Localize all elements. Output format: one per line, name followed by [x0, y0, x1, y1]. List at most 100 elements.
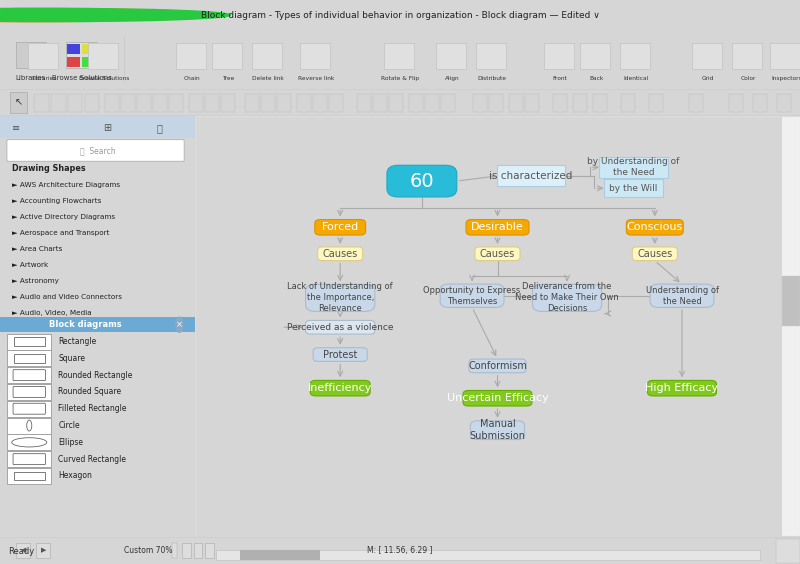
FancyBboxPatch shape	[753, 94, 767, 112]
Text: Deliverance from the
Need to Make Their Own
Decisions: Deliverance from the Need to Make Their …	[515, 282, 619, 314]
FancyBboxPatch shape	[593, 94, 607, 112]
Text: Delete link: Delete link	[252, 76, 284, 81]
FancyBboxPatch shape	[7, 417, 51, 434]
Text: Curved Rectangle: Curved Rectangle	[58, 455, 126, 464]
FancyBboxPatch shape	[441, 94, 455, 112]
Text: ► Astronomy: ► Astronomy	[12, 278, 58, 284]
Text: Manual
Submission: Manual Submission	[470, 419, 526, 442]
FancyBboxPatch shape	[36, 543, 50, 558]
Text: Opportunity to Express
Themselves: Opportunity to Express Themselves	[423, 286, 521, 306]
Text: Libraries: Libraries	[15, 74, 46, 81]
FancyBboxPatch shape	[497, 165, 565, 186]
FancyBboxPatch shape	[692, 43, 722, 69]
FancyBboxPatch shape	[621, 94, 635, 112]
FancyBboxPatch shape	[7, 333, 51, 350]
FancyBboxPatch shape	[620, 43, 650, 69]
FancyBboxPatch shape	[469, 359, 526, 373]
FancyBboxPatch shape	[384, 43, 414, 69]
FancyBboxPatch shape	[770, 43, 800, 69]
FancyBboxPatch shape	[599, 157, 668, 178]
Text: Reverse link: Reverse link	[298, 76, 334, 81]
Text: is characterized: is characterized	[489, 171, 573, 180]
FancyBboxPatch shape	[88, 43, 118, 69]
Text: Understanding of
the Need: Understanding of the Need	[646, 286, 718, 306]
FancyBboxPatch shape	[51, 94, 66, 112]
Text: ► Active Directory Diagrams: ► Active Directory Diagrams	[12, 214, 115, 220]
FancyBboxPatch shape	[580, 43, 610, 69]
FancyBboxPatch shape	[261, 94, 275, 112]
FancyBboxPatch shape	[121, 94, 135, 112]
FancyBboxPatch shape	[650, 284, 714, 307]
Text: ×: ×	[176, 320, 183, 329]
FancyBboxPatch shape	[313, 348, 367, 362]
Circle shape	[0, 8, 202, 21]
FancyBboxPatch shape	[7, 384, 51, 400]
FancyBboxPatch shape	[297, 94, 311, 112]
Text: Ellipse: Ellipse	[58, 438, 83, 447]
FancyBboxPatch shape	[182, 543, 191, 558]
Text: Custom 70%: Custom 70%	[124, 546, 172, 555]
FancyBboxPatch shape	[314, 219, 366, 235]
Text: Lack of Understanding of
the Importance,
Relevance: Lack of Understanding of the Importance,…	[287, 282, 393, 314]
FancyBboxPatch shape	[7, 434, 51, 450]
Text: Block diagram - Types of individual behavior in organization - Block diagram — E: Block diagram - Types of individual beha…	[201, 11, 599, 20]
Text: ► AWS Architecture Diagrams: ► AWS Architecture Diagrams	[12, 182, 120, 188]
Text: Browse Solutions: Browse Solutions	[52, 74, 111, 81]
Text: Align: Align	[445, 76, 459, 81]
FancyBboxPatch shape	[194, 543, 202, 558]
FancyBboxPatch shape	[776, 539, 800, 563]
FancyBboxPatch shape	[7, 350, 51, 367]
FancyBboxPatch shape	[553, 94, 567, 112]
Text: Inefficiency: Inefficiency	[308, 383, 372, 393]
FancyBboxPatch shape	[82, 56, 95, 67]
Text: Causes: Causes	[480, 249, 515, 259]
Text: Causes: Causes	[637, 249, 673, 259]
FancyBboxPatch shape	[310, 380, 370, 396]
FancyBboxPatch shape	[82, 44, 95, 54]
FancyBboxPatch shape	[729, 94, 743, 112]
FancyBboxPatch shape	[16, 543, 30, 558]
FancyBboxPatch shape	[306, 284, 375, 311]
Text: High Efficacy: High Efficacy	[646, 383, 718, 393]
Text: Protest: Protest	[323, 350, 358, 360]
FancyBboxPatch shape	[240, 550, 320, 560]
FancyBboxPatch shape	[509, 94, 523, 112]
Text: Rotate & Flip: Rotate & Flip	[381, 76, 419, 81]
FancyBboxPatch shape	[67, 44, 80, 54]
FancyBboxPatch shape	[205, 543, 214, 558]
FancyBboxPatch shape	[153, 94, 167, 112]
FancyBboxPatch shape	[489, 94, 503, 112]
Text: Tree: Tree	[222, 76, 234, 81]
Text: by the Will: by the Will	[610, 184, 658, 193]
Text: Browse Solutions: Browse Solutions	[79, 76, 129, 81]
FancyBboxPatch shape	[463, 390, 532, 406]
Text: ◀: ◀	[21, 548, 26, 553]
FancyBboxPatch shape	[425, 94, 439, 112]
FancyBboxPatch shape	[389, 94, 403, 112]
Text: ► Audio and Video Connectors: ► Audio and Video Connectors	[12, 294, 122, 300]
Text: ► Artwork: ► Artwork	[12, 262, 48, 268]
FancyBboxPatch shape	[573, 94, 587, 112]
FancyBboxPatch shape	[409, 94, 423, 112]
FancyBboxPatch shape	[466, 219, 529, 235]
FancyBboxPatch shape	[306, 320, 375, 334]
Text: 🔍  Search: 🔍 Search	[80, 146, 115, 155]
Text: Rounded Square: Rounded Square	[58, 387, 122, 396]
FancyBboxPatch shape	[68, 94, 82, 112]
Text: Conscious: Conscious	[626, 222, 683, 232]
FancyBboxPatch shape	[604, 179, 663, 197]
Text: Uncertain Efficacy: Uncertain Efficacy	[446, 393, 548, 403]
Text: ► Audio, Video, Media: ► Audio, Video, Media	[12, 310, 91, 316]
FancyBboxPatch shape	[626, 219, 683, 235]
Text: ⊞: ⊞	[103, 123, 111, 133]
FancyBboxPatch shape	[525, 94, 539, 112]
FancyBboxPatch shape	[329, 94, 343, 112]
FancyBboxPatch shape	[470, 421, 525, 439]
FancyBboxPatch shape	[649, 94, 663, 112]
Text: Filleted Rectangle: Filleted Rectangle	[58, 404, 127, 413]
Text: Circle: Circle	[58, 421, 80, 430]
Text: ▶: ▶	[41, 548, 46, 553]
Text: Distribute: Distribute	[478, 76, 506, 81]
FancyBboxPatch shape	[34, 94, 49, 112]
Text: Identical: Identical	[623, 76, 649, 81]
